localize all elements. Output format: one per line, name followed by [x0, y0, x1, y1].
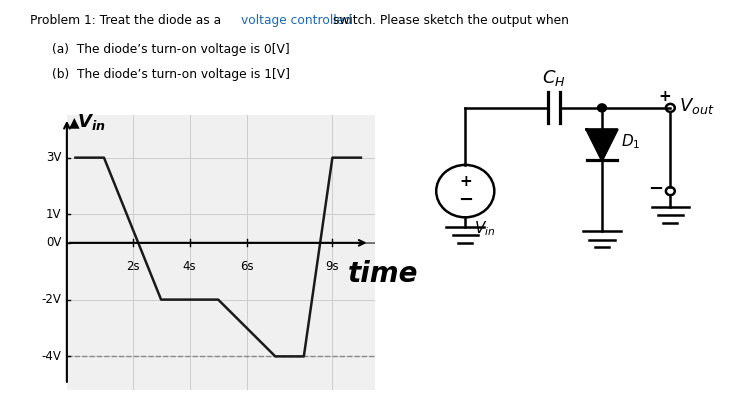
Text: -4V: -4V: [42, 350, 61, 363]
Text: $V_{out}$: $V_{out}$: [679, 96, 714, 116]
Circle shape: [666, 104, 675, 112]
Text: $\bfit{V}_{in}$: $\bfit{V}_{in}$: [77, 112, 106, 132]
Text: -2V: -2V: [42, 293, 61, 306]
Circle shape: [597, 104, 606, 112]
Circle shape: [666, 187, 675, 195]
Text: 3V: 3V: [46, 151, 61, 164]
Text: +: +: [659, 89, 672, 104]
Text: 2s: 2s: [126, 260, 140, 273]
Text: (a)  The diode’s turn-on voltage is 0[V]: (a) The diode’s turn-on voltage is 0[V]: [52, 43, 290, 56]
Text: $D_1$: $D_1$: [621, 132, 640, 151]
Text: 6s: 6s: [240, 260, 253, 273]
Text: +: +: [459, 174, 472, 189]
Text: Problem 1: Treat the diode as a: Problem 1: Treat the diode as a: [30, 14, 224, 28]
Text: 1V: 1V: [45, 208, 61, 221]
Text: $V_{in}$: $V_{in}$: [474, 219, 496, 238]
Text: voltage controlled: voltage controlled: [241, 14, 352, 28]
Text: 9s: 9s: [325, 260, 340, 273]
Text: −: −: [458, 192, 473, 209]
Text: 4s: 4s: [183, 260, 196, 273]
Text: $\bf{▲}$: $\bf{▲}$: [68, 116, 81, 131]
Polygon shape: [587, 129, 617, 160]
Text: switch. Please sketch the output when: switch. Please sketch the output when: [329, 14, 569, 28]
Text: 0V: 0V: [46, 236, 61, 249]
Text: −: −: [649, 180, 663, 198]
Text: (b)  The diode’s turn-on voltage is 1[V]: (b) The diode’s turn-on voltage is 1[V]: [52, 68, 290, 81]
Text: $C_H$: $C_H$: [542, 68, 566, 88]
Text: time: time: [348, 260, 418, 288]
